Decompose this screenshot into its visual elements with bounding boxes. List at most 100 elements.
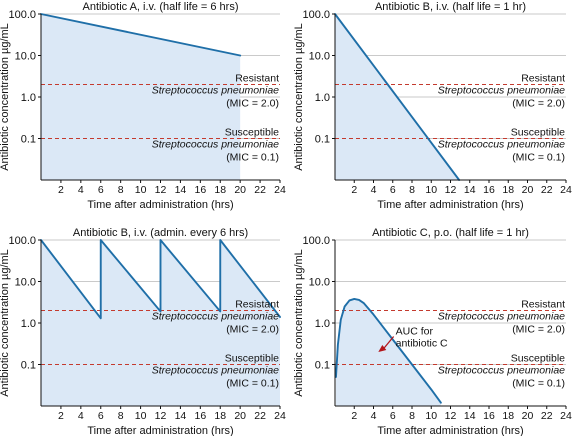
x-tick-label: 20 <box>234 410 246 422</box>
mic-label-value: (MIC = 0.1) <box>512 378 565 390</box>
mic-label-title: Susceptible <box>225 353 279 365</box>
x-tick-label: 8 <box>409 410 415 422</box>
x-tick-label: 24 <box>274 410 286 422</box>
x-tick-label: 12 <box>445 184 457 196</box>
mic-label-organism: Streptococcus pneumoniae <box>152 139 279 151</box>
x-tick-label: 12 <box>445 410 457 422</box>
x-tick-label: 22 <box>541 184 553 196</box>
x-tick-label: 2 <box>58 410 64 422</box>
x-tick-label: 24 <box>560 410 572 422</box>
x-tick-label: 14 <box>175 410 187 422</box>
x-tick-label: 20 <box>234 184 246 196</box>
mic-label-title: Resistant <box>521 73 565 85</box>
x-tick-label: 6 <box>98 410 104 422</box>
y-tick-label: 0.1 <box>21 134 36 146</box>
y-tick-label: 10.0 <box>309 277 330 289</box>
auc-annotation-line2: antibiotic C <box>396 338 448 350</box>
mic-label-title: Resistant <box>235 299 279 311</box>
auc-arrow-shaft <box>382 336 395 350</box>
x-tick-label: 24 <box>560 184 572 196</box>
mic-label-title: Susceptible <box>511 127 565 139</box>
x-tick-label: 14 <box>464 410 476 422</box>
x-tick-label: 8 <box>118 410 124 422</box>
y-tick-label: 1.0 <box>21 318 36 330</box>
x-tick-label: 6 <box>390 184 396 196</box>
x-tick-label: 10 <box>425 184 437 196</box>
mic-label-value: (MIC = 2.0) <box>512 324 565 336</box>
concentration-curve <box>40 13 242 57</box>
mic-label-value: (MIC = 2.0) <box>512 98 565 110</box>
x-tick-label: 24 <box>274 184 286 196</box>
x-tick-label: 22 <box>254 410 266 422</box>
x-tick-label: 16 <box>483 410 495 422</box>
mic-label-organism: Streptococcus pneumoniae <box>152 85 279 97</box>
x-tick-label: 18 <box>502 410 514 422</box>
x-axis-label: Time after administration (hrs) <box>87 425 233 436</box>
x-tick-label: 16 <box>194 410 206 422</box>
y-tick-label: 10.0 <box>309 51 330 63</box>
y-tick-label: 1.0 <box>21 92 36 104</box>
x-tick-label: 4 <box>371 184 377 196</box>
x-axis-label: Time after administration (hrs) <box>377 425 523 436</box>
y-tick-label: 0.1 <box>315 360 330 372</box>
y-axis-label: Antibiotic concentration µg/mL <box>293 249 305 397</box>
chart-title: Antibiotic C, p.o. (half life = 1 hr) <box>372 227 529 239</box>
x-tick-label: 8 <box>118 184 124 196</box>
y-tick-label: 10.0 <box>15 51 36 63</box>
mic-label-value: (MIC = 0.1) <box>226 152 279 164</box>
mic-label-title: Susceptible <box>225 127 279 139</box>
x-tick-label: 20 <box>522 184 534 196</box>
x-tick-label: 22 <box>254 184 266 196</box>
concentration-curve <box>40 239 281 320</box>
y-tick-label: 1.0 <box>315 318 330 330</box>
y-axis-label: Antibiotic concentration µg/mL <box>293 23 305 171</box>
x-tick-label: 6 <box>98 184 104 196</box>
x-tick-label: 2 <box>58 184 64 196</box>
chart-title: Antibiotic A, i.v. (half life = 6 hrs) <box>83 1 239 13</box>
x-tick-label: 18 <box>214 184 226 196</box>
mic-label-title: Resistant <box>521 299 565 311</box>
x-tick-label: 4 <box>371 410 377 422</box>
y-tick-label: 0.1 <box>21 360 36 372</box>
x-tick-label: 14 <box>175 184 187 196</box>
mic-label-title: Susceptible <box>511 353 565 365</box>
concentration-curve <box>334 13 461 181</box>
y-tick-label: 10.0 <box>15 277 36 289</box>
x-tick-label: 6 <box>390 410 396 422</box>
x-tick-label: 2 <box>351 184 357 196</box>
x-tick-label: 10 <box>135 184 147 196</box>
x-tick-label: 10 <box>425 410 437 422</box>
x-tick-label: 20 <box>522 410 534 422</box>
x-tick-label: 10 <box>135 410 147 422</box>
x-tick-label: 8 <box>409 184 415 196</box>
x-tick-label: 18 <box>214 410 226 422</box>
y-axis-label: Antibiotic concentration µg/mL <box>0 249 11 397</box>
chart-panel-1: 100.010.01.00.12 4 6 8 10 12 14 16 18 20 22 24Antib… <box>0 1 286 211</box>
x-tick-label: 18 <box>502 184 514 196</box>
mic-label-value: (MIC = 0.1) <box>512 152 565 164</box>
x-tick-label: 22 <box>541 410 553 422</box>
chart-panel-3: 100.010.01.00.12 4 6 8 10 12 14 16 18 20 22 24Antib… <box>0 227 286 436</box>
x-tick-label: 16 <box>483 184 495 196</box>
auc-arrow-head <box>378 345 387 353</box>
chart-title: Antibiotic B, i.v. (half life = 1 hr) <box>375 1 526 13</box>
y-tick-label: 100.0 <box>8 9 36 21</box>
y-tick-label: 100.0 <box>302 9 330 21</box>
mic-label-organism: Streptococcus pneumoniae <box>152 365 279 377</box>
x-axis-label: Time after administration (hrs) <box>377 199 523 211</box>
chart-panel-2: 100.010.01.00.12 4 6 8 10 12 14 16 18 20 22 24Antib… <box>293 1 572 211</box>
chart-title: Antibiotic B, i.v. (admin. every 6 hrs) <box>73 227 248 239</box>
y-tick-label: 0.1 <box>315 134 330 146</box>
mic-label-organism: Streptococcus pneumoniae <box>438 311 565 323</box>
auc-area <box>335 298 441 406</box>
x-tick-label: 4 <box>78 184 84 196</box>
